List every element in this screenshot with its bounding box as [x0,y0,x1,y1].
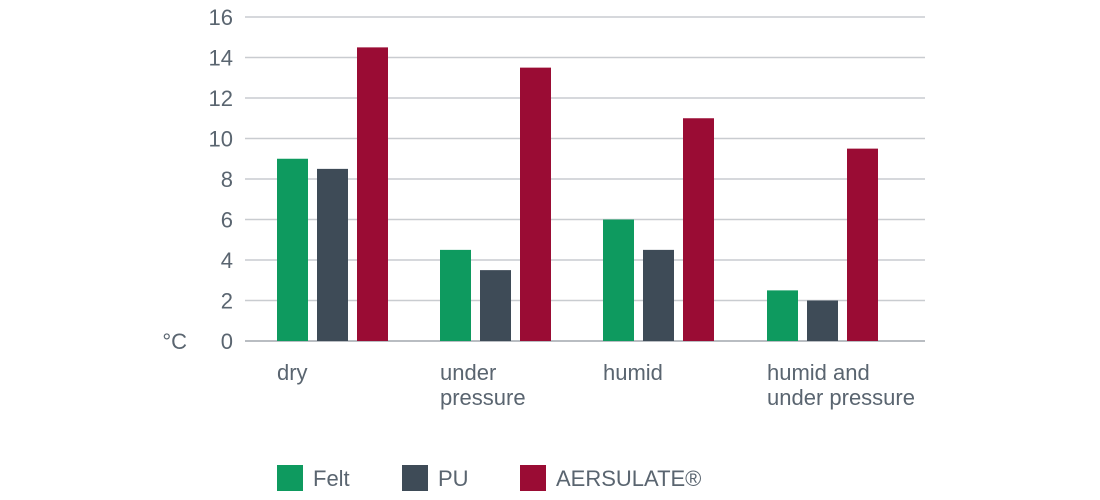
category-label: pressure [440,385,526,410]
category-label: humid and [767,360,870,385]
y-tick-label: 4 [221,248,233,273]
y-tick-label: 16 [209,5,233,30]
bar-aersulate-2 [683,118,714,341]
y-tick-label: 10 [209,127,233,152]
bar-aersulate-3 [847,148,878,341]
bar-pu-2 [643,249,674,341]
legend: Felt PU AERSULATE® [277,465,701,491]
bar-pu-0 [317,168,348,341]
y-tick-label: 8 [221,167,233,192]
y-axis-ticks: 0 2 4 6 8 10 12 14 16 [209,5,233,354]
legend-item: AERSULATE® [520,465,701,491]
y-tick-label: 2 [221,289,233,314]
category-label: dry [277,360,308,385]
bar-felt-3 [767,290,798,341]
legend-swatch [277,465,303,491]
bar-felt-1 [440,249,471,341]
bar-felt-2 [603,219,634,341]
legend-label: AERSULATE® [556,466,701,491]
bar-aersulate-0 [357,47,388,341]
bars [277,47,878,341]
bar-felt-0 [277,158,308,341]
y-axis-unit: °C [162,329,187,354]
y-tick-label: 14 [209,46,233,71]
legend-swatch [520,465,546,491]
legend-swatch [402,465,428,491]
category-label: under [440,360,496,385]
y-tick-label: 6 [221,208,233,233]
category-label: humid [603,360,663,385]
y-tick-label: 0 [221,329,233,354]
legend-label: Felt [313,466,350,491]
bar-pu-1 [480,270,511,341]
bar-aersulate-1 [520,67,551,341]
legend-item: Felt [277,465,350,491]
y-tick-label: 12 [209,86,233,111]
bar-pu-3 [807,300,838,341]
legend-label: PU [438,466,469,491]
legend-item: PU [402,465,469,491]
category-label: under pressure [767,385,915,410]
